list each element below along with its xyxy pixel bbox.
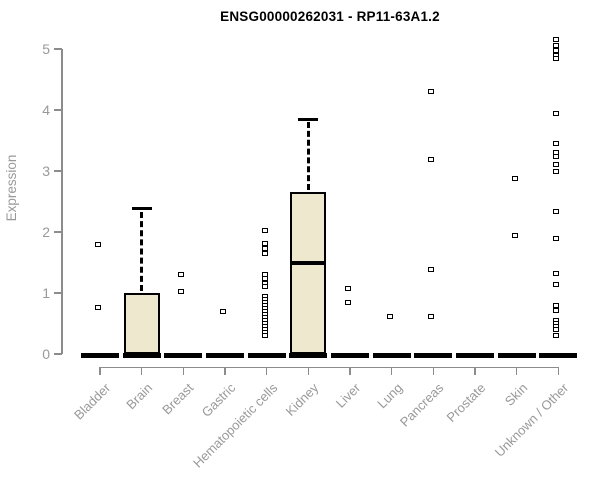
whisker-line xyxy=(306,122,310,191)
y-axis-line xyxy=(61,49,63,354)
outlier-point xyxy=(553,111,560,117)
outlier-point xyxy=(553,235,560,241)
outlier-point xyxy=(553,270,560,276)
outlier-point xyxy=(178,272,185,278)
x-axis-tick xyxy=(349,366,351,375)
x-axis-line xyxy=(100,366,559,368)
y-tick-label: 4 xyxy=(42,102,50,118)
outlier-point xyxy=(553,168,560,174)
zero-median-bar xyxy=(539,353,578,358)
outlier-point xyxy=(511,233,518,239)
outlier-point xyxy=(261,245,268,251)
outlier-point xyxy=(95,241,101,247)
zero-median-bar xyxy=(289,353,328,358)
x-axis-tick xyxy=(432,366,435,375)
whisker-line xyxy=(140,211,144,291)
chart-title: ENSG00000262031 - RP11-63A1.2 xyxy=(220,9,440,24)
x-axis-tick xyxy=(140,366,143,375)
x-axis-tick xyxy=(265,366,268,375)
outlier-point xyxy=(553,56,560,62)
x-axis-tick xyxy=(474,366,476,375)
zero-median-bar xyxy=(205,353,244,358)
zero-median-bar xyxy=(164,353,203,358)
outlier-point xyxy=(553,42,560,48)
outlier-point xyxy=(219,308,226,314)
y-tick-label: 3 xyxy=(42,163,50,179)
y-tick-label: 2 xyxy=(42,224,50,240)
y-tick-label: 5 xyxy=(42,41,50,57)
outlier-point xyxy=(553,327,560,333)
zero-median-bar xyxy=(497,353,536,358)
whisker-cap xyxy=(298,117,319,121)
zero-median-bar xyxy=(330,353,369,358)
x-axis-tick xyxy=(182,366,185,375)
outlier-point xyxy=(428,267,435,273)
y-axis-tick xyxy=(54,109,62,111)
zero-median-bar xyxy=(455,353,494,358)
median-line xyxy=(290,260,327,265)
outlier-point xyxy=(511,176,518,182)
y-tick-label: 1 xyxy=(42,285,50,301)
outlier-point xyxy=(428,89,435,95)
y-axis-title: Expression xyxy=(4,154,19,222)
outlier-point xyxy=(261,332,268,338)
outlier-point xyxy=(553,302,560,308)
x-axis-tick xyxy=(515,366,518,375)
outlier-point xyxy=(344,299,351,305)
outlier-point xyxy=(386,313,393,319)
y-axis-tick xyxy=(54,292,62,294)
outlier-point xyxy=(261,284,268,290)
outlier-point xyxy=(178,288,185,294)
outlier-point xyxy=(553,153,560,159)
y-axis-tick xyxy=(54,170,62,172)
x-axis-tick xyxy=(390,366,393,375)
x-axis-tick xyxy=(307,366,310,375)
y-tick-label: 0 xyxy=(42,346,50,362)
outlier-point xyxy=(553,37,560,43)
zero-median-bar xyxy=(122,353,161,358)
x-axis-tick xyxy=(99,366,101,375)
outlier-point xyxy=(344,286,351,292)
zero-median-bar xyxy=(81,353,119,358)
zero-median-bar xyxy=(372,353,411,358)
outlier-point xyxy=(553,281,560,287)
outlier-point xyxy=(428,156,435,162)
whisker-cap xyxy=(131,207,152,211)
y-axis-tick xyxy=(54,48,62,50)
outlier-point xyxy=(553,332,560,338)
outlier-point xyxy=(553,47,560,53)
x-axis-tick xyxy=(224,366,226,375)
outlier-point xyxy=(553,307,560,313)
y-axis-tick xyxy=(54,353,62,355)
outlier-point xyxy=(261,228,268,234)
x-axis-tick xyxy=(557,366,560,375)
box xyxy=(123,293,160,354)
outlier-point xyxy=(95,305,101,311)
outlier-point xyxy=(261,241,268,247)
zero-median-bar xyxy=(414,353,453,358)
box xyxy=(290,192,327,354)
zero-median-bar xyxy=(247,353,286,358)
outlier-point xyxy=(428,313,435,319)
outlier-point xyxy=(553,141,560,147)
outlier-point xyxy=(553,208,560,214)
y-axis-tick xyxy=(54,231,62,233)
outlier-point xyxy=(261,250,268,256)
outlier-point xyxy=(553,162,560,168)
